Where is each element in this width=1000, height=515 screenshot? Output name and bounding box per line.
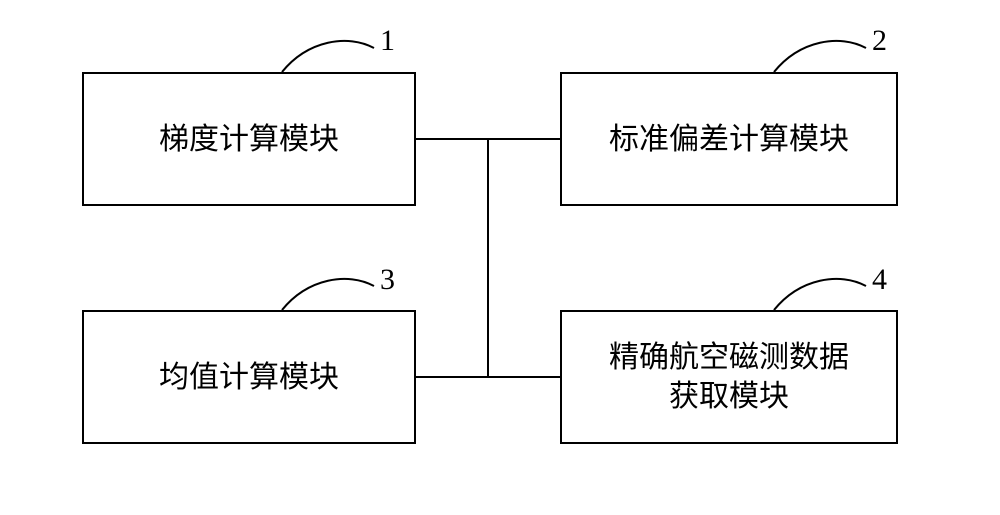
module-number-4: 4	[872, 263, 887, 297]
module-box-mean: 均值计算模块	[82, 310, 416, 444]
callout-curve-4	[770, 268, 870, 314]
module-label: 标准偏差计算模块	[609, 120, 849, 159]
module-label: 均值计算模块	[159, 358, 339, 397]
callout-curve-2	[770, 30, 870, 76]
callout-curve-1	[278, 30, 378, 76]
module-label: 梯度计算模块	[159, 120, 339, 159]
module-label: 精确航空磁测数据 获取模块	[609, 338, 849, 416]
module-number-1: 1	[380, 24, 395, 58]
module-number-2: 2	[872, 24, 887, 58]
diagram-canvas: 梯度计算模块 1 标准偏差计算模块 2 均值计算模块 3 精确航空磁测数据 获取…	[0, 0, 1000, 515]
module-box-stddev: 标准偏差计算模块	[560, 72, 898, 206]
module-box-accurate-data: 精确航空磁测数据 获取模块	[560, 310, 898, 444]
connector-path	[416, 139, 560, 377]
callout-curve-3	[278, 268, 378, 314]
module-box-gradient: 梯度计算模块	[82, 72, 416, 206]
module-number-3: 3	[380, 263, 395, 297]
